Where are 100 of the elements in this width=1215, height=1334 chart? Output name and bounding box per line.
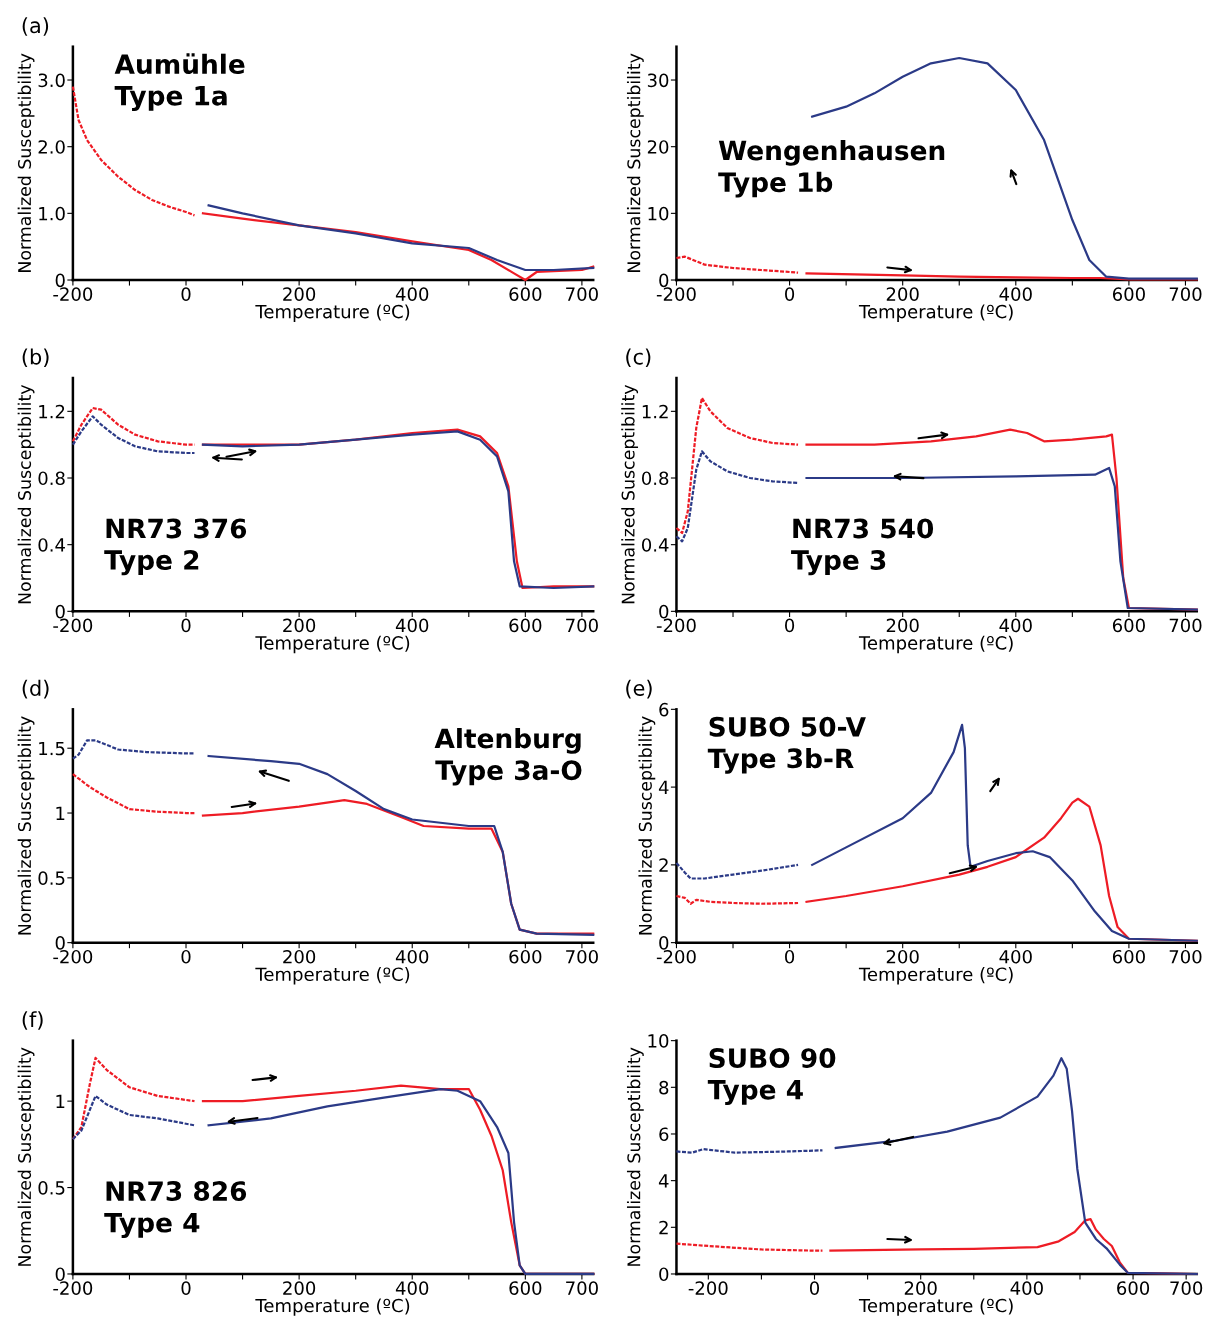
x-tick-label: 200: [886, 618, 919, 633]
y-tick-label: 0.8: [38, 471, 65, 486]
x-tick-label: 600: [509, 618, 542, 633]
x-axis-title: Temperature (ºC): [255, 1298, 410, 1316]
x-tick-label: -200: [656, 949, 696, 964]
x-tick-label: 200: [283, 287, 316, 301]
y-tick-label: 1.2: [642, 404, 668, 419]
x-tick-label: -200: [53, 287, 93, 301]
x-tick-label: 200: [886, 287, 919, 301]
annotation: NR73 376 Type 2: [104, 518, 247, 576]
y-tick-label: 2: [659, 858, 668, 872]
x-tick-label: 200: [904, 1281, 937, 1295]
x-tick-label: 400: [999, 949, 1032, 964]
text: (c): [626, 348, 651, 368]
x-tick-label: 600: [1112, 287, 1145, 301]
y-tick-label: 1: [56, 806, 65, 820]
annotation: NR73 826 Type 4: [104, 1181, 247, 1238]
annotation: NR73 540 Type 3: [791, 518, 934, 576]
x-tick-label: 600: [1117, 1281, 1150, 1295]
line-series: [71, 773, 196, 815]
x-tick-label: 200: [283, 618, 316, 633]
y-tick-label: 2.0: [38, 140, 65, 154]
y-tick-label: 1: [56, 1094, 65, 1108]
annotation: Altenburg Type 3a-O: [434, 727, 582, 786]
line-series: [675, 1242, 824, 1252]
y-tick-label: 0.5: [38, 871, 65, 885]
line-series: [71, 85, 196, 217]
y-tick-label: 0: [659, 936, 669, 950]
y-tick-label: 0.4: [641, 538, 669, 552]
x-tick-label: 400: [999, 287, 1032, 301]
x-tick-label: 600: [509, 949, 542, 964]
x-tick-label: 200: [283, 949, 316, 964]
x-axis-title: Temperature (ºC): [255, 967, 410, 985]
x-tick-label: 700: [566, 618, 598, 633]
line-series: [675, 894, 800, 905]
y-tick-label: 10: [648, 206, 669, 221]
line-series: [675, 861, 800, 880]
y-tick-label: 0: [659, 1267, 669, 1282]
y-tick-label: 0.8: [641, 471, 669, 486]
x-tick-label: 200: [283, 1281, 316, 1295]
x-axis-title: Temperature (ºC): [858, 967, 1013, 985]
x-tick-label: 600: [1112, 618, 1145, 633]
y-tick-label: 0.4: [38, 538, 65, 552]
text: (a): [22, 17, 49, 36]
line-series: [675, 255, 800, 274]
x-tick-label: 700: [1169, 949, 1202, 964]
line-series: [201, 212, 595, 282]
text: (e): [626, 679, 652, 699]
x-axis-title: Temperature (ºC): [858, 304, 1013, 322]
x-tick-label: -200: [53, 1281, 93, 1295]
y-tick-label: 1.0: [39, 206, 65, 221]
annotation: SUBO 90 Type 4: [707, 1048, 836, 1105]
x-tick-label: 0: [809, 1281, 820, 1295]
x-tick-label: 700: [1169, 287, 1202, 301]
line-series: [71, 1094, 196, 1141]
y-axis-title: Normalized Susceptibility: [638, 716, 656, 935]
line-series: [834, 1057, 1198, 1276]
x-axis-title: Temperature (ºC): [255, 304, 410, 322]
x-axis-title: Temperature (ºC): [858, 1298, 1013, 1316]
x-tick-label: 400: [395, 1281, 429, 1295]
text: (b): [22, 348, 49, 368]
annotation: SUBO 50-V Type 3b-R: [707, 716, 866, 774]
x-axis-title: Temperature (ºC): [858, 635, 1013, 654]
annotation: Wengenhausen Type 1b: [718, 140, 945, 198]
y-axis-title: Normalized Susceptibility: [17, 384, 35, 604]
annotation: Aumühle Type 1a: [114, 53, 245, 111]
x-tick-label: 400: [395, 618, 429, 633]
x-tick-label: 0: [181, 618, 191, 633]
y-tick-label: 1.5: [39, 741, 65, 756]
y-axis-title: Normalized Susceptibility: [626, 53, 644, 272]
x-tick-label: 200: [886, 949, 919, 964]
x-tick-label: 0: [785, 949, 795, 964]
y-tick-label: 0: [55, 936, 65, 950]
x-tick-label: 700: [1170, 1281, 1203, 1295]
x-tick-label: -200: [688, 1281, 728, 1295]
y-tick-label: 2: [659, 1220, 668, 1235]
x-axis-title: Temperature (ºC): [255, 635, 410, 654]
y-tick-label: 1.2: [39, 404, 65, 419]
line-series: [71, 739, 196, 760]
x-tick-label: 0: [785, 618, 795, 633]
line-series: [71, 406, 196, 446]
x-tick-label: 700: [566, 1281, 598, 1295]
y-tick-label: 0: [659, 273, 669, 288]
y-tick-label: 6: [659, 702, 669, 717]
text: (f): [22, 1011, 43, 1030]
x-tick-label: 700: [1169, 618, 1202, 633]
x-tick-label: 400: [999, 618, 1032, 633]
x-tick-label: 0: [181, 1281, 191, 1295]
line-series: [207, 754, 595, 936]
x-tick-label: 600: [509, 1281, 542, 1295]
y-axis-title: Normalized Susceptibility: [621, 384, 639, 604]
y-tick-label: 0: [55, 1267, 65, 1282]
x-tick-label: -200: [656, 618, 696, 633]
y-tick-label: 4: [658, 1174, 669, 1188]
x-tick-label: -200: [53, 949, 93, 964]
y-axis-title: Normalized Susceptibility: [17, 716, 35, 935]
text: (d): [22, 679, 49, 699]
y-tick-label: 3.0: [38, 73, 65, 88]
x-tick-label: 600: [509, 287, 542, 301]
x-tick-label: 400: [1010, 1281, 1043, 1295]
